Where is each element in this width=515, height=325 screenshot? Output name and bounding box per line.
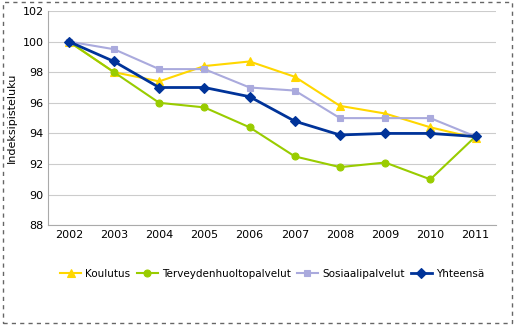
Sosiaalipalvelut: [472, 135, 478, 138]
Yhteensä: [427, 132, 434, 136]
Terveydenhuoltopalvelut: [337, 165, 343, 169]
Yhteensä: [472, 135, 478, 138]
Terveydenhuoltopalvelut: [472, 135, 478, 138]
Koulutus: [201, 64, 208, 68]
Sosiaalipalvelut: [201, 67, 208, 71]
Terveydenhuoltopalvelut: [201, 105, 208, 109]
Terveydenhuoltopalvelut: [156, 101, 162, 105]
Koulutus: [427, 125, 434, 129]
Line: Terveydenhuoltopalvelut: Terveydenhuoltopalvelut: [65, 38, 479, 183]
Yhteensä: [382, 132, 388, 136]
Terveydenhuoltopalvelut: [427, 177, 434, 181]
Sosiaalipalvelut: [111, 47, 117, 51]
Sosiaalipalvelut: [382, 116, 388, 120]
Sosiaalipalvelut: [337, 116, 343, 120]
Koulutus: [291, 75, 298, 79]
Koulutus: [247, 59, 253, 63]
Legend: Koulutus, Terveydenhuoltopalvelut, Sosiaalipalvelut, Yhteensä: Koulutus, Terveydenhuoltopalvelut, Sosia…: [60, 269, 484, 279]
Yhteensä: [111, 59, 117, 63]
Koulutus: [382, 111, 388, 115]
Sosiaalipalvelut: [291, 89, 298, 93]
Terveydenhuoltopalvelut: [382, 161, 388, 164]
Yhteensä: [291, 119, 298, 123]
Yhteensä: [66, 40, 72, 44]
Yhteensä: [201, 85, 208, 89]
Koulutus: [156, 79, 162, 83]
Yhteensä: [156, 85, 162, 89]
Terveydenhuoltopalvelut: [111, 70, 117, 74]
Line: Yhteensä: Yhteensä: [65, 38, 479, 140]
Koulutus: [66, 40, 72, 44]
Sosiaalipalvelut: [156, 67, 162, 71]
Y-axis label: Indeksipisteluku: Indeksipisteluku: [7, 73, 17, 163]
Yhteensä: [247, 95, 253, 99]
Line: Sosiaalipalvelut: Sosiaalipalvelut: [65, 38, 479, 140]
Sosiaalipalvelut: [427, 116, 434, 120]
Koulutus: [337, 104, 343, 108]
Sosiaalipalvelut: [66, 40, 72, 44]
Terveydenhuoltopalvelut: [291, 154, 298, 158]
Yhteensä: [337, 133, 343, 137]
Koulutus: [111, 70, 117, 74]
Koulutus: [472, 136, 478, 140]
Line: Koulutus: Koulutus: [65, 37, 479, 142]
Sosiaalipalvelut: [247, 85, 253, 89]
Terveydenhuoltopalvelut: [66, 40, 72, 44]
Terveydenhuoltopalvelut: [247, 125, 253, 129]
